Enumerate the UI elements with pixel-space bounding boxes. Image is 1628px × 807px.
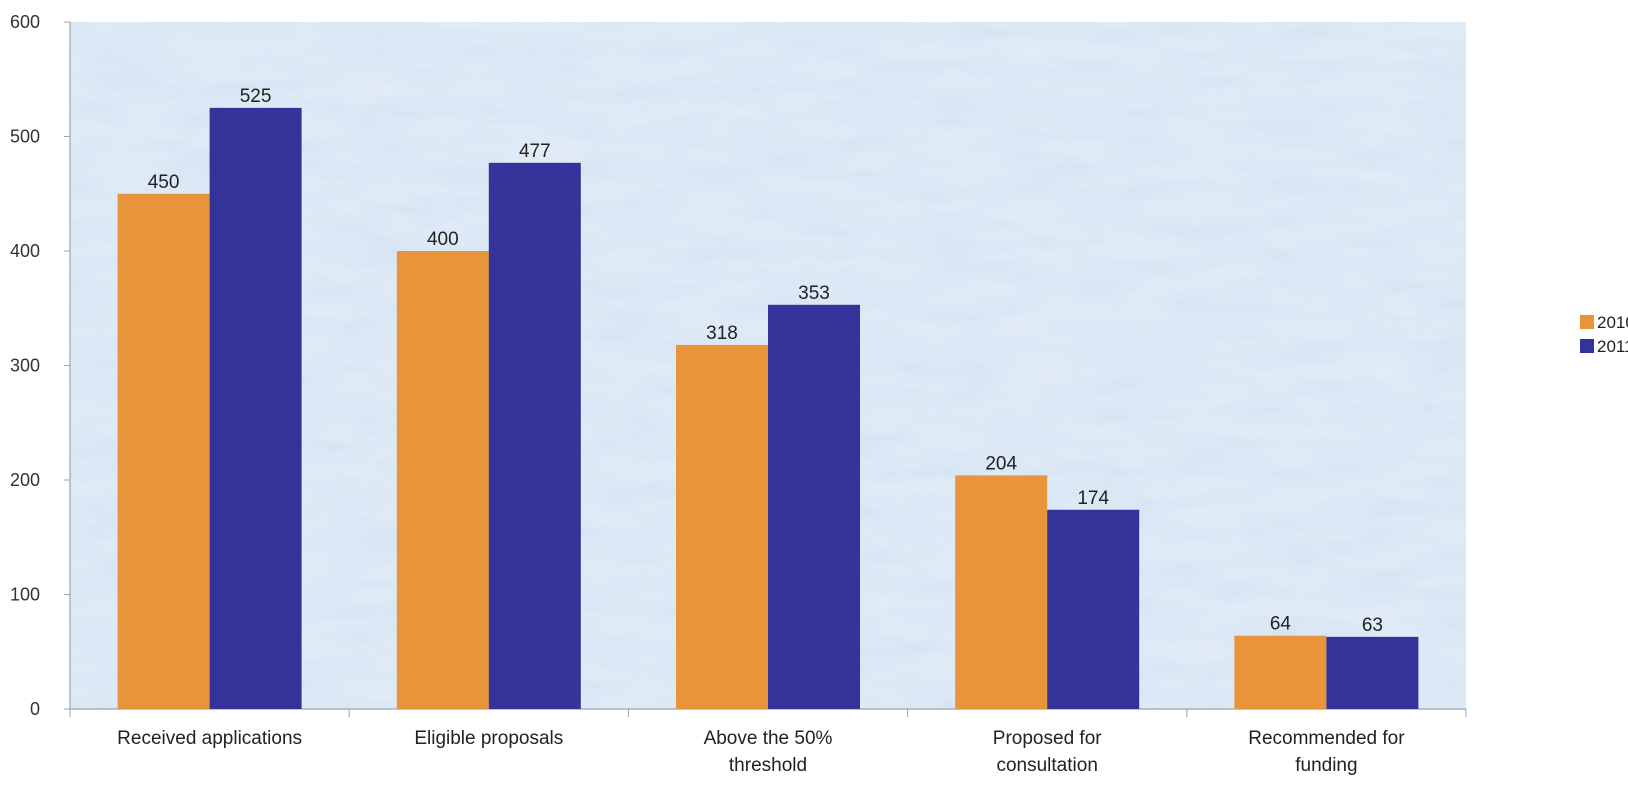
legend-label-2010: 2010 <box>1597 313 1628 332</box>
legend-swatch-2011 <box>1580 339 1594 353</box>
y-tick-label: 400 <box>10 241 40 261</box>
x-category-label-line: funding <box>1295 755 1357 776</box>
bar-2010 <box>1234 635 1327 709</box>
data-label-2011: 63 <box>1362 615 1383 636</box>
bar-2010 <box>955 475 1048 709</box>
y-tick-label: 300 <box>10 356 40 376</box>
bar-2011 <box>1326 636 1419 709</box>
data-label-2010: 204 <box>985 453 1017 474</box>
bar-2010 <box>676 344 768 709</box>
x-category-label-line: Proposed for <box>993 728 1102 749</box>
x-category-label-line: Recommended for <box>1248 728 1405 749</box>
y-tick-label: 500 <box>10 127 40 147</box>
bar-2010 <box>396 251 489 709</box>
bars <box>117 107 1419 709</box>
data-label-2011: 174 <box>1077 488 1109 509</box>
axes: 0 100 200 300 400 500 600 Received applications… <box>10 12 1467 776</box>
data-label-2010: 400 <box>427 229 459 250</box>
y-tick-label: 200 <box>10 470 40 490</box>
x-category-label-line: Eligible proposals <box>414 728 563 749</box>
data-label-2011: 353 <box>798 283 830 304</box>
x-category-label: Received applications <box>117 728 302 749</box>
data-label-2010: 450 <box>148 172 180 193</box>
data-label-2010: 64 <box>1270 614 1292 635</box>
x-category-label: Above the 50% threshold <box>704 728 833 776</box>
legend-label-2011: 2011 <box>1597 337 1628 356</box>
bar-2011 <box>488 162 581 709</box>
x-category-label-line: consultation <box>996 755 1097 776</box>
data-label-2011: 477 <box>519 141 551 162</box>
data-label-2011: 525 <box>240 86 272 107</box>
x-category-label: Eligible proposals <box>414 728 563 749</box>
bar-2011 <box>1047 509 1140 709</box>
legend: 2010 2011 <box>1580 313 1628 356</box>
y-tick-label: 100 <box>10 585 40 605</box>
x-category-label: Recommended for funding <box>1248 728 1405 776</box>
bar-2011 <box>209 107 302 709</box>
bar-2010 <box>117 193 210 709</box>
data-label-2010: 318 <box>706 323 738 344</box>
x-category-label: Proposed for consultation <box>993 728 1102 776</box>
legend-swatch-2010 <box>1580 315 1594 329</box>
y-tick-label: 0 <box>30 699 40 719</box>
x-category-label-line: threshold <box>729 755 807 776</box>
x-category-label-line: Received applications <box>117 728 302 749</box>
y-tick-label: 600 <box>10 12 40 32</box>
x-category-label-line: Above the 50% <box>704 728 833 749</box>
bar-2011 <box>768 304 860 709</box>
data-labels: 450 525 400 477 318 353 204 174 64 63 <box>148 86 1383 636</box>
